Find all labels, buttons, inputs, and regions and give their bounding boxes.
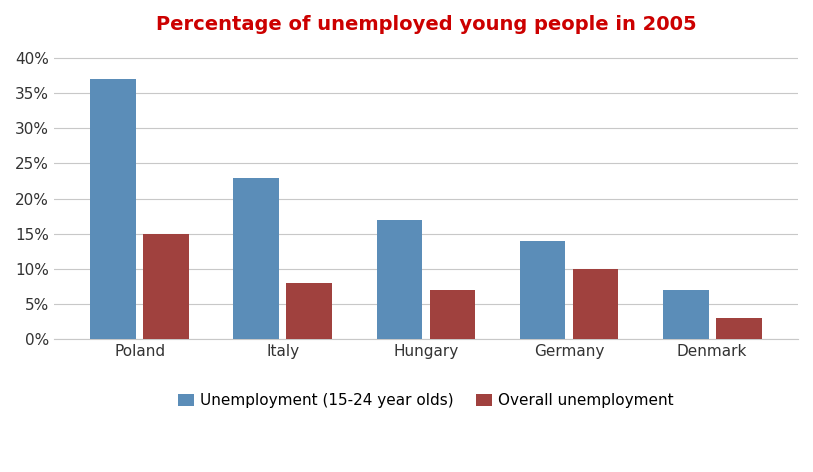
- Legend: Unemployment (15-24 year olds), Overall unemployment: Unemployment (15-24 year olds), Overall …: [172, 387, 680, 414]
- Bar: [520, 241, 566, 339]
- Bar: [233, 177, 279, 339]
- Bar: [143, 234, 189, 339]
- Bar: [376, 219, 422, 339]
- Bar: [715, 318, 762, 339]
- Bar: [90, 79, 136, 339]
- Bar: [572, 269, 619, 339]
- Bar: [663, 290, 709, 339]
- Bar: [286, 283, 333, 339]
- Title: Percentage of unemployed young people in 2005: Percentage of unemployed young people in…: [155, 15, 696, 34]
- Bar: [429, 290, 476, 339]
